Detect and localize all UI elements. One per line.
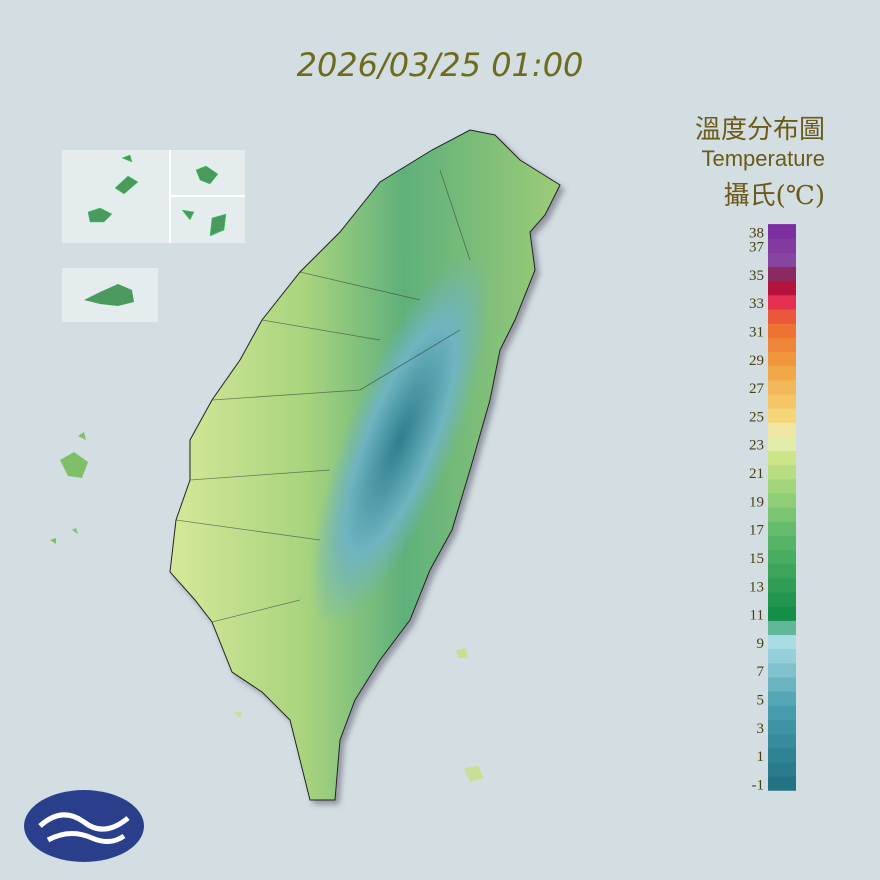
color-band	[768, 351, 796, 367]
color-band	[768, 252, 796, 268]
color-band	[768, 563, 796, 579]
tick-label: 17	[749, 523, 765, 539]
color-band	[768, 733, 796, 749]
color-band	[768, 648, 796, 664]
color-band	[768, 436, 796, 452]
color-band	[768, 620, 796, 636]
color-band	[768, 507, 796, 522]
tick-label: 33	[749, 296, 764, 312]
tick-label: 29	[749, 353, 764, 369]
color-band	[768, 606, 796, 621]
color-band	[768, 691, 796, 706]
color-band	[768, 747, 796, 763]
color-band	[768, 464, 796, 480]
color-band	[768, 238, 796, 253]
legend-title: 溫度分布圖	[695, 115, 825, 145]
color-band	[768, 705, 796, 720]
tick-label: 38	[749, 225, 764, 241]
tick-label: 3	[757, 721, 765, 737]
color-band	[768, 393, 796, 409]
color-band	[768, 224, 796, 239]
color-band	[768, 266, 796, 282]
color-band	[768, 577, 796, 593]
color-band	[768, 280, 796, 296]
color-band	[768, 776, 796, 791]
tick-label: 11	[750, 608, 764, 624]
tick-label: 1	[757, 749, 765, 765]
color-band	[768, 309, 796, 324]
color-band	[768, 677, 796, 692]
color-band	[768, 761, 796, 777]
color-band	[768, 549, 796, 565]
tick-label: 21	[749, 466, 764, 482]
tick-label: 31	[749, 325, 764, 341]
color-band	[768, 719, 796, 735]
color-band	[768, 535, 796, 551]
color-band	[768, 662, 796, 678]
tick-label: 9	[757, 636, 765, 652]
tick-label: 35	[749, 268, 764, 284]
tick-label: 13	[749, 579, 764, 595]
tick-label: 7	[757, 664, 765, 680]
legend-subtitle: Temperature	[701, 146, 825, 171]
color-band	[768, 493, 796, 508]
color-band	[768, 379, 796, 395]
logo	[24, 790, 144, 862]
tick-label: -1	[752, 777, 765, 793]
taiwan	[169, 129, 561, 801]
color-band	[768, 634, 796, 650]
color-band	[768, 408, 796, 423]
tick-label: 23	[749, 438, 764, 454]
timestamp: 2026/03/25 01:00	[297, 46, 584, 84]
inset-islands	[50, 150, 484, 782]
color-band	[768, 365, 796, 381]
color-band	[768, 592, 796, 607]
color-band	[768, 323, 796, 338]
tick-label: 19	[749, 494, 764, 510]
tick-label: 37	[749, 240, 765, 256]
tick-label: 27	[749, 381, 765, 397]
tick-label: 15	[749, 551, 764, 567]
color-band	[768, 450, 796, 466]
color-band	[768, 422, 796, 437]
color-band	[768, 521, 796, 536]
color-band	[768, 478, 796, 494]
tick-label: 5	[757, 693, 765, 709]
color-band	[768, 294, 796, 310]
legend-unit: 攝氏(℃)	[724, 181, 825, 211]
tick-label: 25	[749, 409, 764, 425]
color-band	[768, 337, 796, 352]
